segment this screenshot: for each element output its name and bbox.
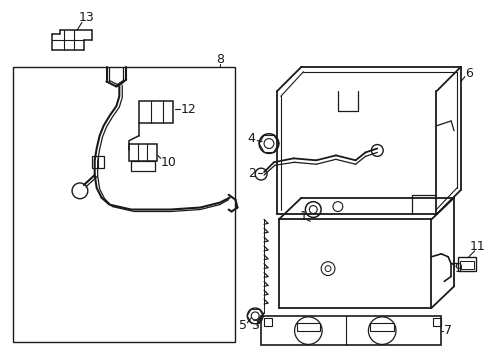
Text: 9: 9 — [453, 262, 461, 275]
Text: 11: 11 — [469, 240, 485, 253]
Bar — [129, 144, 157, 161]
Bar — [92, 156, 103, 168]
Bar — [459, 261, 473, 269]
Text: 3: 3 — [251, 319, 259, 332]
Bar — [13, 67, 234, 342]
Text: 10: 10 — [160, 156, 176, 169]
Bar — [264, 318, 271, 326]
Text: 2: 2 — [248, 167, 256, 180]
Bar — [139, 101, 173, 123]
Bar — [369, 323, 393, 330]
Text: 7: 7 — [443, 324, 451, 337]
Text: 12: 12 — [180, 103, 196, 116]
Bar — [296, 323, 320, 330]
Bar — [261, 316, 440, 345]
Text: 13: 13 — [79, 11, 95, 24]
Bar — [457, 257, 475, 271]
Text: 5: 5 — [239, 319, 247, 332]
Text: 1: 1 — [299, 210, 307, 223]
Bar — [131, 161, 154, 171]
Text: 4: 4 — [247, 132, 255, 145]
Bar — [432, 318, 440, 326]
Text: 8: 8 — [215, 53, 224, 66]
Text: 6: 6 — [464, 67, 472, 80]
